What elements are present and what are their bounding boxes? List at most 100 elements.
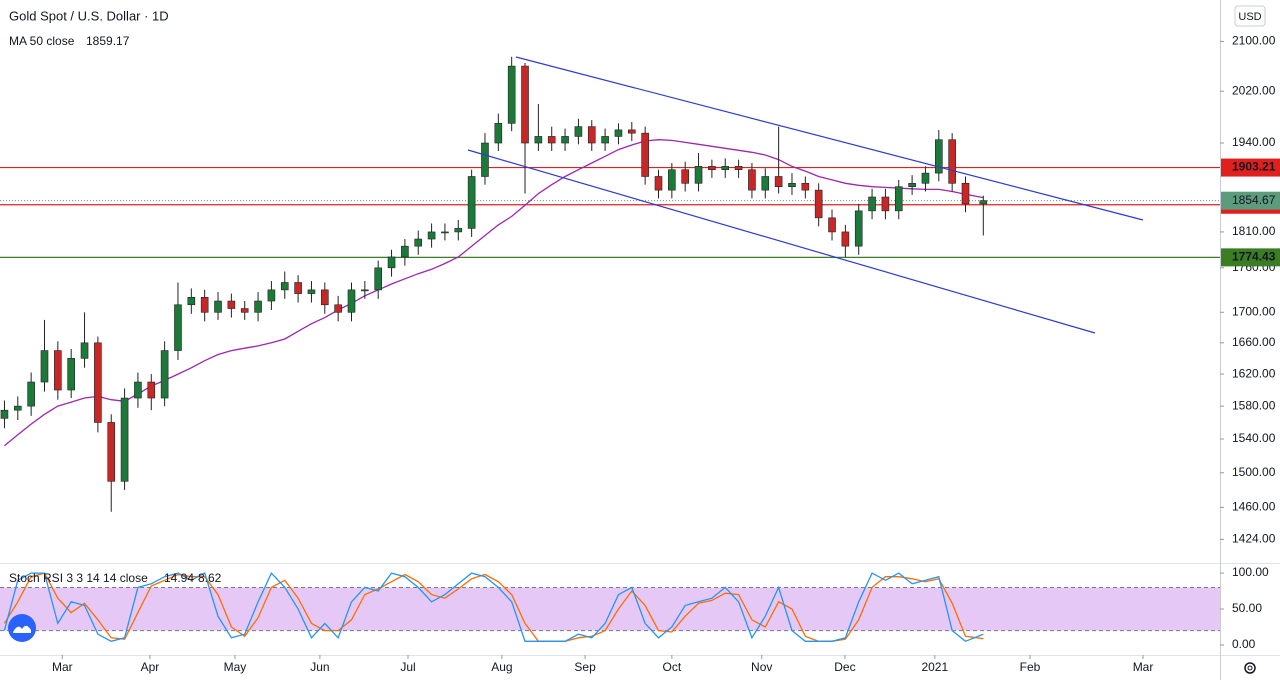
currency-button[interactable]: USD (1234, 5, 1266, 27)
candle-body (881, 196, 890, 212)
candle-body (507, 65, 516, 124)
candle-body (227, 300, 236, 309)
candle-body (54, 350, 62, 391)
channel-lower[interactable] (467, 149, 1096, 334)
stoch-d-line (3, 572, 984, 642)
level-tag-label: 1774.43 (1232, 250, 1276, 264)
candle-body (801, 182, 810, 191)
y-tick-label: 1460.00 (1232, 500, 1276, 514)
candle-body (374, 267, 382, 291)
candle-body (40, 350, 49, 383)
ma-legend-value: 1859.17 (86, 34, 130, 48)
y-tick-label: 1580.00 (1232, 398, 1276, 412)
candle-body (27, 381, 35, 407)
candle-body (481, 142, 489, 177)
candle-body (214, 300, 222, 313)
candle-body (267, 289, 276, 302)
candle-body (174, 304, 182, 351)
stoch-tick-label: 100.00 (1232, 565, 1269, 579)
x-tick-label: May (224, 660, 247, 674)
candle-body (467, 176, 476, 229)
candle-body (654, 176, 663, 191)
candle-body (708, 166, 716, 171)
candle-body (761, 176, 770, 191)
candle-body (187, 297, 196, 306)
x-tick-label: Jun (310, 660, 329, 674)
candle-body (427, 231, 436, 240)
candle-body (307, 289, 316, 294)
y-tick-label: 1500.00 (1232, 465, 1276, 479)
symbol-title: Gold Spot / U.S. Dollar · 1D (9, 8, 169, 23)
candle-body (334, 304, 342, 313)
stoch-legend-name: Stoch RSI 3 3 14 14 close (9, 571, 148, 585)
x-tick-label: Mar (52, 660, 73, 674)
candle-body (401, 245, 409, 258)
candle-body (13, 405, 22, 411)
candle-body (160, 350, 169, 399)
candle-body (547, 136, 556, 144)
level-tag-label: 1903.21 (1232, 160, 1276, 174)
x-tick-label: Jul (400, 660, 415, 674)
candle-body (748, 169, 756, 191)
level-tag (1221, 158, 1280, 177)
candle-body (601, 136, 609, 144)
level-tag (1221, 248, 1280, 267)
candle-body (935, 139, 943, 174)
candle-body (240, 308, 249, 313)
stoch-d-value: 8.62 (198, 571, 222, 585)
candle-body (494, 123, 503, 144)
candle-body (280, 282, 289, 291)
y-tick-label: 2020.00 (1232, 83, 1276, 97)
candle-body (921, 172, 930, 184)
candle-body (894, 186, 903, 212)
channel-upper[interactable] (515, 56, 1144, 221)
x-tick-label: Feb (1020, 660, 1041, 674)
y-tick-label: 1424.00 (1232, 532, 1276, 546)
y-tick-label: 1620.00 (1232, 366, 1276, 380)
last-price-tag (1221, 191, 1280, 210)
candle-body (107, 422, 116, 482)
stoch-background (0, 571, 1220, 643)
x-tick-label: Apr (141, 660, 160, 674)
candle-body (254, 300, 262, 313)
candle-body (120, 397, 129, 482)
y-tick-label: 1700.00 (1232, 304, 1276, 318)
x-tick-label: Nov (751, 660, 772, 674)
x-tick-label: 2021 (921, 660, 948, 674)
candle-body (868, 196, 876, 212)
x-tick-label: Oct (663, 660, 682, 674)
candle-body (134, 381, 142, 399)
x-tick-label: Aug (491, 660, 512, 674)
candle-body (828, 217, 836, 233)
candle-body (694, 166, 703, 184)
logo[interactable] (8, 614, 36, 642)
candle-body (587, 126, 596, 144)
candle-body (961, 182, 970, 205)
x-tick-label: Sep (574, 660, 596, 674)
candle-body (628, 129, 636, 134)
candle-body (561, 136, 569, 144)
candle-body (534, 136, 543, 144)
candle-body (908, 182, 916, 188)
candle-body (948, 139, 956, 184)
candle-body (294, 282, 302, 294)
currency-label[interactable]: USD (1238, 11, 1261, 23)
x-tick-label: Mar (1133, 660, 1154, 674)
stoch-k-value: 14.94 (164, 571, 194, 585)
candle-body (721, 166, 730, 171)
candle-body (614, 129, 623, 137)
last-price-label: 1854.67 (1232, 193, 1276, 207)
ma-legend-name: MA 50 close (9, 34, 75, 48)
settings-icon[interactable] (1244, 662, 1256, 674)
legend: Gold Spot / U.S. Dollar · 1D MA 50 close… (9, 8, 222, 585)
candle-body (80, 342, 89, 359)
y-tick-label: 1660.00 (1232, 335, 1276, 349)
axes: 2100.002020.001940.001810.001760.001700.… (52, 34, 1280, 674)
candle-body (841, 231, 850, 247)
stoch-k-line (3, 571, 984, 643)
plot (0, 56, 988, 512)
candle-body (681, 169, 689, 184)
stoch-band (0, 587, 1220, 631)
candle-body (734, 166, 743, 171)
